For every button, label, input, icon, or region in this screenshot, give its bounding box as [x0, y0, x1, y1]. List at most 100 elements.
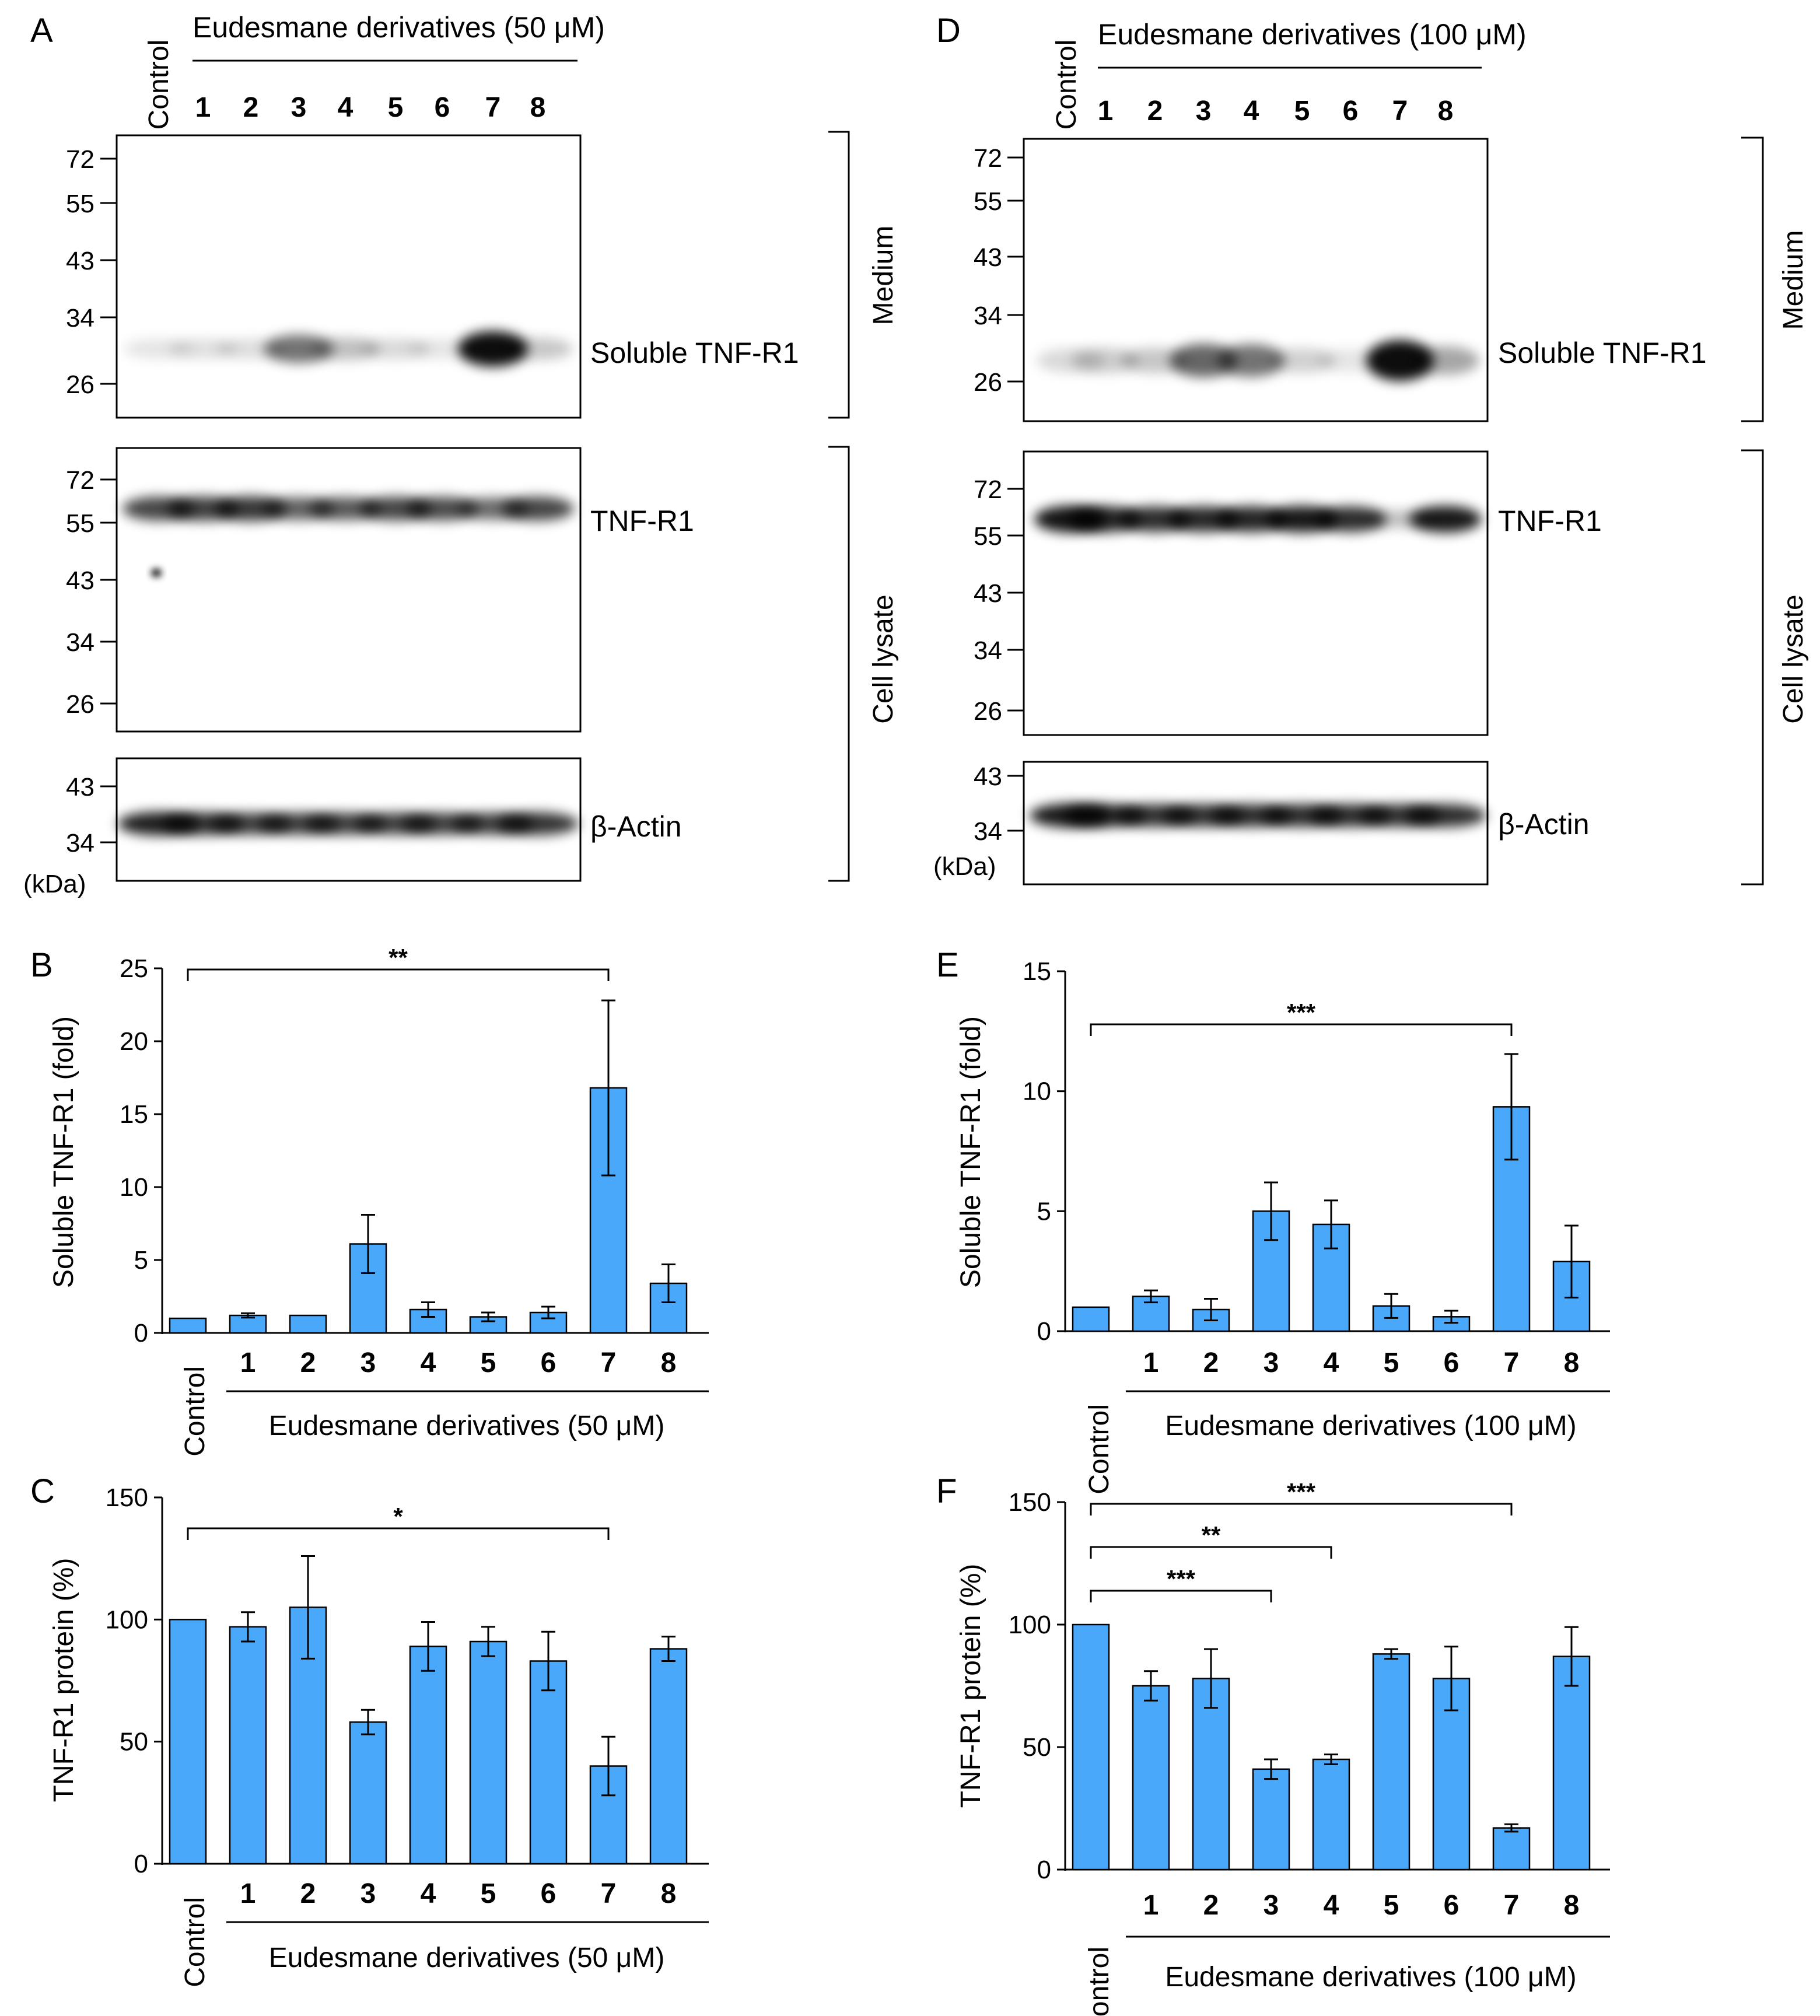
significance-stars: **	[388, 944, 408, 971]
y-axis-label: Soluble TNF-R1 (fold)	[956, 1016, 986, 1288]
panel-a-actin-label: β-Actin	[590, 810, 682, 843]
panel-d-label: D	[936, 12, 961, 50]
mw-marker: 26	[66, 370, 94, 399]
panel-d-kda-unit: (kDa)	[933, 852, 996, 881]
bar-3	[1252, 1768, 1290, 1871]
soluble-band	[264, 334, 334, 363]
tnfr1-band	[1069, 506, 1142, 533]
bar-5	[469, 1640, 508, 1865]
x-category-control: Control	[180, 1366, 211, 1457]
tnfr1-band	[309, 497, 382, 520]
y-tick-label: 10	[120, 1173, 148, 1202]
lane-label: 7	[485, 92, 501, 123]
panel-c-label: C	[30, 1472, 55, 1510]
mw-marker: 72	[974, 475, 1002, 504]
soluble-band	[1072, 348, 1139, 373]
panel-f-label: F	[936, 1472, 957, 1510]
lane-label-control: Control	[144, 40, 174, 130]
y-axis-label: TNF-R1 protein (%)	[48, 1558, 79, 1803]
bar-8	[649, 1648, 688, 1865]
x-category-label: 3	[1264, 1348, 1279, 1378]
soluble-band	[1412, 346, 1479, 375]
lane-label: 6	[1343, 96, 1359, 127]
x-category-label: 3	[1264, 1890, 1279, 1921]
panel-a-blot-soluble: 72 55 43 34 26 Soluble TNF-R1	[66, 134, 799, 419]
x-category-label: 8	[1564, 1348, 1580, 1378]
x-category-label: 6	[1444, 1348, 1460, 1378]
soluble-band	[310, 337, 380, 360]
panel-a-lysate-bracket	[828, 446, 850, 882]
mw-marker: 72	[66, 466, 94, 495]
panel-d-lysate-label: Cell lysate	[1778, 594, 1809, 723]
x-category-control: Control	[1084, 1947, 1115, 2016]
mw-marker: 34	[974, 302, 1002, 330]
chart-e: 0 5 10 15 Soluble TNF-R1 (fold) Control 1 2 3 4 5 6…	[956, 957, 1610, 1494]
significance-bracket	[1090, 1546, 1332, 1559]
x-category-control: Control	[1084, 1404, 1115, 1494]
y-tick-label: 0	[1037, 1317, 1051, 1346]
panel-a-medium-bracket	[828, 131, 850, 419]
soluble-band	[458, 331, 528, 367]
panel-a-lysate-label: Cell lysate	[868, 594, 899, 723]
chart-c: 0 50 100 150 TNF-R1 protein (%) Control 1 2 3 4 5 6…	[48, 1483, 709, 1987]
soluble-band	[1317, 349, 1384, 372]
bar-5	[1372, 1653, 1410, 1871]
mw-marker: 34	[974, 817, 1002, 846]
soluble-band	[1366, 340, 1434, 382]
significance-stars: ***	[1167, 1565, 1196, 1592]
lane-label: 1	[195, 92, 211, 123]
y-tick-label: 5	[134, 1246, 148, 1275]
chart-f: 0 50 100 150 TNF-R1 protein (%) Control 1 2 3 4 5 6…	[956, 1478, 1610, 2016]
bar-6	[1432, 1316, 1471, 1332]
mw-marker: 72	[66, 145, 94, 174]
mw-marker: 34	[974, 636, 1002, 665]
bar-2	[289, 1314, 327, 1334]
x-category-label: 6	[541, 1878, 556, 1909]
panel-a: A Eudesmane derivatives (50 μM) Control 1…	[23, 11, 899, 898]
bar-8	[1552, 1656, 1591, 1871]
y-tick-label: 10	[1023, 1077, 1051, 1106]
mw-marker: 55	[974, 187, 1002, 216]
x-category-label: 1	[240, 1348, 256, 1378]
bar-control	[169, 1317, 207, 1334]
bar-6	[529, 1660, 568, 1865]
significance-stars: ***	[1287, 999, 1316, 1026]
panel-a-header: Eudesmane derivatives (50 μM)	[192, 11, 605, 44]
lane-label: 2	[1147, 96, 1163, 127]
panel-a-actin-markers: 43 34	[66, 773, 117, 858]
lane-label: 7	[1392, 96, 1408, 127]
actin-band	[497, 812, 579, 835]
x-category-label: 3	[360, 1878, 376, 1909]
y-tick-label: 15	[1023, 957, 1051, 986]
mw-marker: 55	[66, 190, 94, 218]
lane-label: 6	[435, 92, 450, 123]
soluble-band	[1170, 344, 1237, 377]
x-axis-label: Eudesmane derivatives (100 μM)	[1165, 1962, 1576, 1993]
mw-marker: 26	[974, 697, 1002, 726]
lane-label: 3	[1196, 96, 1212, 127]
mw-marker: 55	[974, 522, 1002, 551]
lane-label: 3	[291, 92, 307, 123]
y-tick-label: 20	[120, 1027, 148, 1056]
y-tick-label: 0	[134, 1850, 148, 1878]
y-axis-label: TNF-R1 protein (%)	[956, 1564, 986, 1808]
panel-b-label: B	[30, 946, 53, 984]
y-tick-label: 0	[1037, 1856, 1051, 1884]
lane-label: 1	[1098, 96, 1114, 127]
panel-d-tnfr1-label: TNF-R1	[1498, 505, 1602, 537]
soluble-band	[1121, 348, 1189, 373]
lane-label: 5	[388, 92, 404, 123]
bar-3	[349, 1721, 387, 1865]
x-category-label: 5	[1384, 1890, 1399, 1921]
x-category-label: 4	[1324, 1348, 1339, 1378]
significance-bracket	[1090, 1590, 1272, 1602]
bar-2	[289, 1606, 327, 1865]
panel-d-lane-labels: Control 1 2 3 4 5 6 7 8	[1051, 40, 1453, 130]
panel-d-blot-soluble: 72 55 43 34 26 Soluble TNF-R1	[974, 138, 1707, 422]
x-category-label: 5	[481, 1348, 496, 1378]
panel-d: D Eudesmane derivatives (100 μM) Control…	[933, 12, 1809, 886]
x-category-label: 2	[300, 1878, 316, 1909]
mw-marker: 43	[974, 579, 1002, 608]
